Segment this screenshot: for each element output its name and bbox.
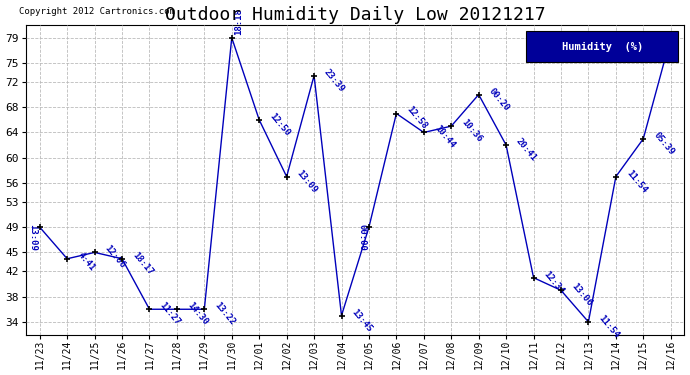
- Text: 12:34: 12:34: [542, 269, 566, 296]
- Text: 23:39: 23:39: [322, 67, 346, 93]
- Text: 18:02: 18:02: [660, 35, 669, 62]
- FancyBboxPatch shape: [526, 31, 678, 62]
- Text: 13:09: 13:09: [295, 168, 319, 195]
- Text: 05:39: 05:39: [651, 130, 676, 157]
- Text: 00:00: 00:00: [358, 224, 367, 251]
- Text: 18:17: 18:17: [130, 250, 155, 276]
- Text: 13:22: 13:22: [213, 301, 237, 327]
- Text: 14:30: 14:30: [185, 301, 209, 327]
- Text: 12:50: 12:50: [268, 111, 292, 138]
- Text: 11:54: 11:54: [597, 314, 621, 340]
- Text: 13:06: 13:06: [569, 282, 593, 308]
- Text: 11:54: 11:54: [624, 168, 649, 195]
- Text: 4:41: 4:41: [75, 250, 96, 272]
- Text: 12:58: 12:58: [405, 105, 429, 131]
- Text: Humidity  (%): Humidity (%): [562, 42, 643, 52]
- Text: 13:09: 13:09: [28, 224, 38, 251]
- Text: 12:06: 12:06: [103, 244, 127, 270]
- Text: 10:36: 10:36: [460, 118, 484, 144]
- Title: Outdoor Humidity Daily Low 20121217: Outdoor Humidity Daily Low 20121217: [165, 6, 546, 24]
- Text: 11:27: 11:27: [158, 301, 182, 327]
- Text: Copyright 2012 Cartronics.com: Copyright 2012 Cartronics.com: [19, 6, 175, 15]
- Text: 10:44: 10:44: [432, 124, 456, 150]
- Text: 20:41: 20:41: [515, 136, 539, 163]
- Text: 13:45: 13:45: [350, 307, 374, 333]
- Text: 00:20: 00:20: [487, 86, 511, 112]
- Text: 18:18: 18:18: [234, 8, 243, 35]
